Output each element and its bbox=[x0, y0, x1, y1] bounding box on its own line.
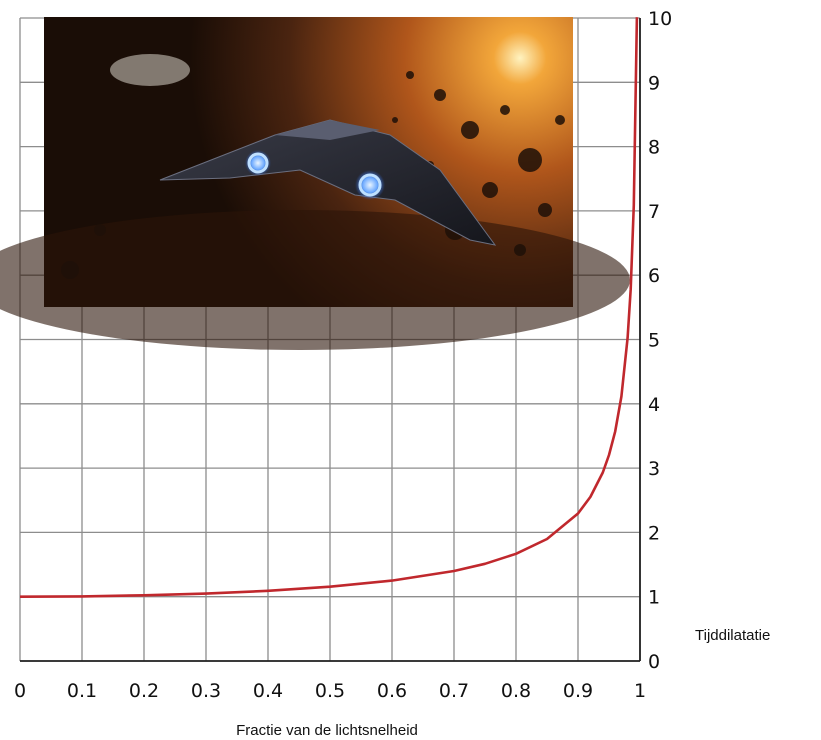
x-tick-label: 0.5 bbox=[315, 680, 345, 702]
y-tick-label: 8 bbox=[648, 137, 660, 159]
y-tick-label: 10 bbox=[648, 8, 672, 30]
y-tick-label: 3 bbox=[648, 458, 660, 480]
y-tick-label: 0 bbox=[648, 651, 660, 673]
x-tick-label: 0.6 bbox=[377, 680, 407, 702]
x-tick-label: 0.9 bbox=[563, 680, 593, 702]
y-axis-ticks: 0 1 2 3 4 5 6 7 8 9 10 bbox=[648, 8, 672, 673]
x-tick-label: 0.7 bbox=[439, 680, 469, 702]
y-tick-label: 6 bbox=[648, 265, 660, 287]
x-tick-label: 0.2 bbox=[129, 680, 159, 702]
y-tick-label: 7 bbox=[648, 201, 660, 223]
y-tick-label: 4 bbox=[648, 394, 660, 416]
y-tick-label: 1 bbox=[648, 587, 660, 609]
x-tick-label: 0.4 bbox=[253, 680, 283, 702]
spaceship-inset-image bbox=[0, 17, 630, 350]
y-tick-label: 9 bbox=[648, 72, 660, 94]
x-tick-label: 1 bbox=[634, 680, 646, 702]
series-layer bbox=[19, 17, 639, 598]
x-axis-ticks: 0 0.1 0.2 0.3 0.4 0.5 0.6 0.7 0.8 0.9 1 bbox=[14, 680, 646, 702]
y-tick-label: 2 bbox=[648, 522, 660, 544]
x-tick-label: 0.1 bbox=[67, 680, 97, 702]
x-tick-label: 0.3 bbox=[191, 680, 221, 702]
x-tick-label: 0.8 bbox=[501, 680, 531, 702]
y-tick-label: 5 bbox=[648, 330, 660, 352]
y-axis-title: Tijddilatatie bbox=[695, 627, 770, 644]
series-line bbox=[19, 17, 639, 598]
x-axis-title: Fractie van de lichtsnelheid bbox=[236, 722, 418, 739]
x-tick-label: 0 bbox=[14, 680, 26, 702]
